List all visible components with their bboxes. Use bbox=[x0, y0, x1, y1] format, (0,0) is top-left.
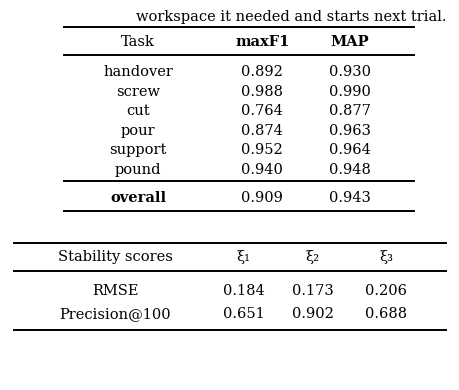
Text: 0.651: 0.651 bbox=[223, 307, 264, 321]
Text: workspace it needed and starts next trial.: workspace it needed and starts next tria… bbox=[135, 10, 445, 24]
Text: cut: cut bbox=[126, 104, 150, 118]
Text: pound: pound bbox=[114, 163, 161, 177]
Text: screw: screw bbox=[116, 85, 160, 99]
Text: Stability scores: Stability scores bbox=[57, 250, 172, 264]
Text: RMSE: RMSE bbox=[91, 284, 138, 298]
Text: 0.988: 0.988 bbox=[241, 85, 283, 99]
Text: 0.877: 0.877 bbox=[328, 104, 370, 118]
Text: 0.963: 0.963 bbox=[328, 124, 370, 138]
Text: MAP: MAP bbox=[330, 35, 368, 49]
Text: maxF1: maxF1 bbox=[235, 35, 289, 49]
Text: ξ₁: ξ₁ bbox=[236, 250, 250, 264]
Text: 0.948: 0.948 bbox=[328, 163, 370, 177]
Text: 0.964: 0.964 bbox=[328, 143, 370, 157]
Text: 0.764: 0.764 bbox=[241, 104, 283, 118]
Text: 0.943: 0.943 bbox=[328, 191, 370, 205]
Text: 0.940: 0.940 bbox=[241, 163, 283, 177]
Text: 0.952: 0.952 bbox=[241, 143, 282, 157]
Text: 0.909: 0.909 bbox=[241, 191, 283, 205]
Text: 0.173: 0.173 bbox=[291, 284, 333, 298]
Text: pour: pour bbox=[120, 124, 155, 138]
Text: 0.688: 0.688 bbox=[364, 307, 407, 321]
Text: 0.184: 0.184 bbox=[223, 284, 264, 298]
Text: 0.874: 0.874 bbox=[241, 124, 283, 138]
Text: 0.892: 0.892 bbox=[241, 65, 283, 79]
Text: 0.902: 0.902 bbox=[291, 307, 333, 321]
Text: ξ₃: ξ₃ bbox=[379, 250, 392, 264]
Text: Precision@100: Precision@100 bbox=[59, 307, 170, 321]
Text: 0.206: 0.206 bbox=[364, 284, 407, 298]
Text: overall: overall bbox=[110, 191, 166, 205]
Text: 0.930: 0.930 bbox=[328, 65, 370, 79]
Text: 0.990: 0.990 bbox=[328, 85, 370, 99]
Text: support: support bbox=[109, 143, 166, 157]
Text: ξ₂: ξ₂ bbox=[305, 250, 319, 264]
Text: Task: Task bbox=[121, 35, 155, 49]
Text: handover: handover bbox=[103, 65, 173, 79]
